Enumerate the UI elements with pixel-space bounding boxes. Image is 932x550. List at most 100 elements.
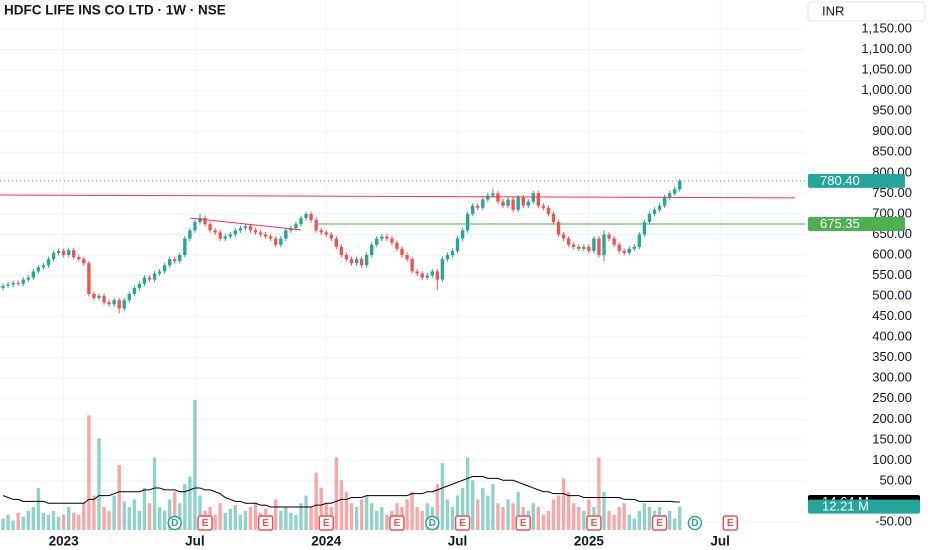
candle-body xyxy=(521,197,525,206)
y-tick-label: 250.00 xyxy=(872,390,912,405)
candle-body xyxy=(364,254,369,266)
volume-bar xyxy=(238,514,243,530)
volume-bar xyxy=(501,507,505,530)
candle-body xyxy=(455,238,460,251)
volume-bar xyxy=(622,503,626,530)
candle-body xyxy=(400,248,404,255)
candle-body xyxy=(657,205,662,210)
y-tick-label: 350.00 xyxy=(872,349,912,364)
candle-body xyxy=(137,283,142,288)
candle-body xyxy=(369,244,374,255)
candle-body xyxy=(274,238,278,245)
candle-body xyxy=(516,197,520,210)
candle-body xyxy=(324,232,328,235)
volume-bar xyxy=(364,495,369,530)
volume-bar xyxy=(82,503,86,530)
volume-bar xyxy=(637,510,642,530)
candle-body xyxy=(642,222,647,235)
candle-body xyxy=(117,300,121,309)
candle-body xyxy=(309,213,313,221)
y-tick-label: 300.00 xyxy=(872,370,912,385)
event-label: E xyxy=(323,518,330,529)
volume-bar xyxy=(36,487,41,530)
volume-bar xyxy=(152,457,157,530)
candle-body xyxy=(284,230,288,239)
y-tick-label: 550.00 xyxy=(872,267,912,282)
candle-body xyxy=(546,207,551,214)
grid xyxy=(0,0,805,532)
event-marker xyxy=(257,515,274,531)
volume-bar xyxy=(16,512,20,530)
candle-body xyxy=(678,180,682,190)
volume-bar xyxy=(375,510,379,530)
candle-body xyxy=(536,193,541,206)
candle-body xyxy=(344,254,349,260)
volume-bar xyxy=(369,503,374,530)
candle-body xyxy=(597,238,601,255)
volume-bar xyxy=(122,501,126,530)
volume-bar xyxy=(536,507,541,530)
volume-bar xyxy=(506,499,510,530)
volume-bar xyxy=(299,503,303,530)
candle-body xyxy=(122,300,126,309)
volume-bar xyxy=(294,514,298,530)
event-marker xyxy=(651,515,668,531)
candle-body xyxy=(102,296,106,303)
candle-body xyxy=(198,218,202,223)
candle-body xyxy=(253,230,258,233)
candle-body xyxy=(551,213,556,223)
drawn-line xyxy=(189,217,302,231)
volume-bar xyxy=(440,463,445,530)
candle-body xyxy=(152,273,157,280)
currency-box[interactable] xyxy=(807,1,926,22)
candle-body xyxy=(465,213,470,231)
volume-bar xyxy=(11,520,15,530)
event-label: E xyxy=(520,518,527,529)
candle-body xyxy=(607,234,611,239)
volume-bar xyxy=(132,499,137,530)
candle-body xyxy=(385,236,389,239)
candle-body xyxy=(41,265,46,268)
candle-body xyxy=(72,250,76,258)
drawn-line xyxy=(0,194,795,199)
candle-body xyxy=(107,302,111,305)
y-tick-label: 100.00 xyxy=(872,452,912,467)
volume-bar xyxy=(223,512,227,530)
event-label: E xyxy=(202,518,209,529)
candle-body xyxy=(556,222,561,235)
volume-bar xyxy=(496,503,500,530)
volume-bar xyxy=(597,457,601,530)
event-label: E xyxy=(394,518,401,529)
candle-body xyxy=(294,224,298,229)
candle-body xyxy=(617,244,621,251)
candle-body xyxy=(405,254,409,260)
volume-bar xyxy=(178,503,182,530)
candle-body xyxy=(602,234,606,255)
candle-body xyxy=(97,296,101,299)
candle-body xyxy=(511,199,515,210)
volume-bar xyxy=(284,507,288,530)
candle-body xyxy=(430,271,434,276)
volume-bar xyxy=(632,518,637,530)
volume-bar xyxy=(41,512,46,530)
volume-bar xyxy=(349,503,354,530)
candle-body xyxy=(82,259,86,264)
candle-body xyxy=(238,228,243,231)
y-tick-label: 750.00 xyxy=(872,185,912,200)
volume-bar xyxy=(31,507,36,530)
candle-body xyxy=(16,282,20,284)
candle-body xyxy=(632,246,637,249)
volume-bar xyxy=(26,510,30,530)
candle-body xyxy=(248,226,253,231)
volume-bar xyxy=(455,495,460,530)
event-marker xyxy=(318,515,334,531)
candle-body xyxy=(359,259,364,266)
candle-body xyxy=(329,234,333,239)
candle-body xyxy=(213,230,217,233)
event-label: E xyxy=(459,518,466,529)
candle-body xyxy=(577,246,581,249)
volume-bar xyxy=(642,503,647,530)
volume-bar xyxy=(77,514,81,530)
y-tick-label: 1,100.00 xyxy=(861,41,912,56)
